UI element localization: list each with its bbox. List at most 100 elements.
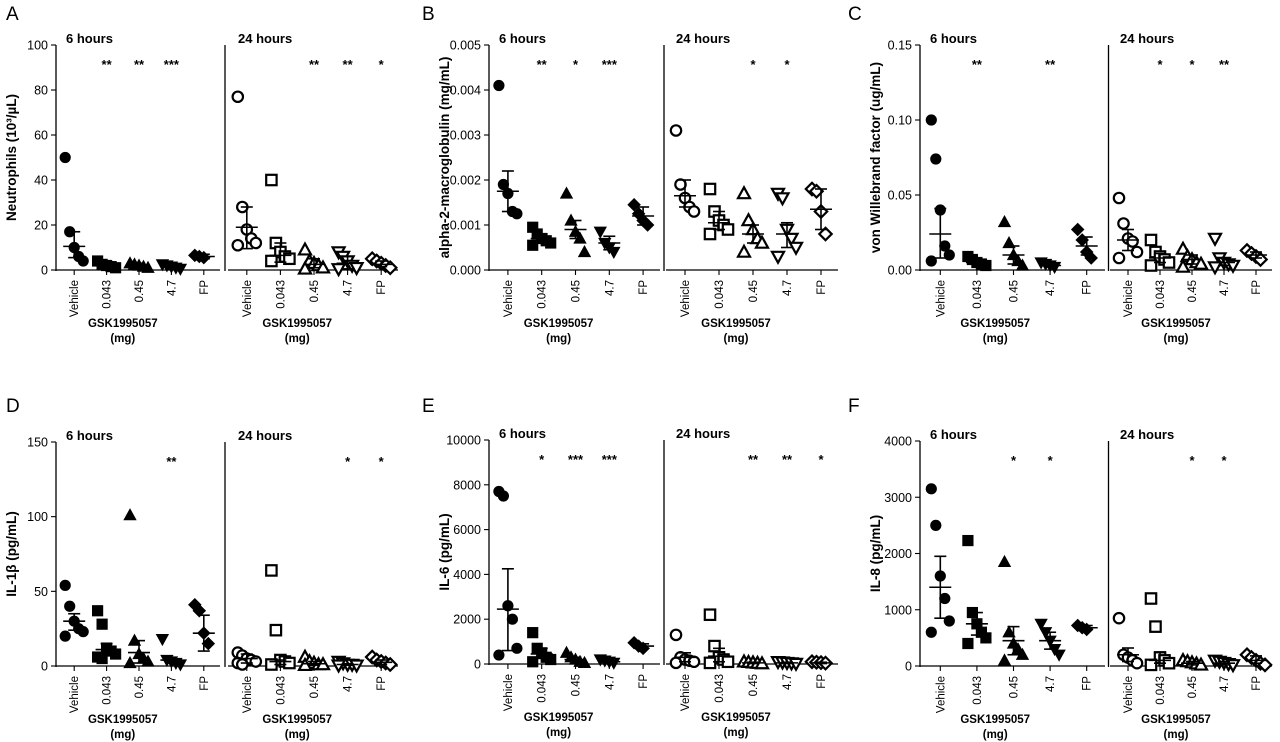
data-point	[283, 656, 296, 670]
category-label: FP	[816, 674, 828, 689]
data-point	[265, 173, 278, 187]
category-label: Vehicle	[503, 280, 515, 317]
y-tick-label: 0.10	[888, 114, 912, 128]
data-point	[980, 259, 992, 272]
y-tick-label: 0.004	[450, 84, 481, 98]
category-label: Vehicle	[242, 280, 254, 317]
significance-label: *	[573, 57, 579, 72]
significance-label: *	[818, 452, 824, 467]
category-label: 0.45	[748, 280, 760, 302]
data-point	[236, 658, 249, 671]
category-label: 0.043	[102, 280, 114, 309]
panel-letter: E	[422, 396, 435, 417]
category-label: 0.45	[134, 676, 146, 698]
data-point	[770, 250, 786, 265]
category-label: 4.7	[1219, 676, 1231, 692]
category-label: FP	[199, 676, 211, 691]
data-point	[1112, 611, 1126, 625]
category-label: FP	[199, 280, 211, 295]
y-tick-label: 3000	[884, 491, 912, 505]
y-tick-label: 0	[41, 660, 48, 674]
data-point	[1144, 259, 1158, 272]
significance-label: **	[102, 57, 113, 72]
data-point	[92, 605, 104, 617]
data-point	[577, 244, 592, 258]
data-point	[669, 124, 683, 137]
category-label: Vehicle	[1123, 280, 1135, 317]
data-point	[939, 592, 951, 605]
y-tick-label: 0	[474, 658, 481, 672]
category-label: 4.7	[166, 676, 178, 692]
time-label: 6 hours	[930, 427, 977, 442]
time-label: 6 hours	[499, 426, 546, 441]
significance-label: *	[1221, 453, 1227, 468]
y-tick-label: 150	[27, 436, 48, 450]
group-xlabel: GSK1995057	[88, 318, 158, 330]
data-point	[96, 652, 108, 665]
y-tick-label: 0.001	[450, 219, 481, 233]
category-label: 0.043	[714, 280, 726, 309]
significance-label: **	[343, 57, 354, 72]
y-axis-title: alpha-2-macroglobulin (mg/mL)	[437, 57, 452, 259]
category-label: 0.043	[1155, 280, 1167, 309]
y-axis-title: von Willebrand factor (ug/mL)	[868, 62, 883, 253]
time-label: 6 hours	[66, 31, 113, 46]
category-label: FP	[1082, 676, 1094, 691]
data-point	[1144, 658, 1158, 672]
category-label: 4.7	[604, 280, 616, 296]
panel-e: E 0 2000 4000 6000 8000 10000 IL-6 (pg/mL) 6 hou…	[422, 396, 838, 739]
y-tick-label: 2000	[453, 613, 481, 627]
panel-c: C 0.00 0.05 0.10 0.15 von Willebrand factor (…	[848, 4, 1272, 345]
data-point	[231, 90, 245, 104]
data-point	[493, 649, 505, 661]
group-unit: (mg)	[983, 729, 1008, 741]
y-tick-label: 10000	[446, 434, 481, 448]
significance-label: *	[379, 454, 385, 469]
category-label: FP	[1251, 676, 1263, 691]
category-label: 4.7	[1045, 676, 1057, 692]
group-unit: (mg)	[1164, 729, 1189, 741]
time-label: 24 hours	[1120, 31, 1174, 46]
data-point	[77, 255, 89, 267]
significance-label: ***	[164, 57, 180, 72]
y-tick-label: 1000	[884, 603, 912, 617]
data-point	[1002, 235, 1016, 249]
significance-label: ***	[602, 57, 618, 72]
y-tick-label: 0.00	[888, 264, 912, 278]
data-point	[1117, 217, 1130, 230]
data-point	[110, 262, 122, 274]
y-tick-label: 0.002	[450, 174, 481, 188]
data-point	[265, 564, 278, 577]
group-xlabel: GSK1995057	[1141, 714, 1211, 726]
data-point	[962, 637, 974, 650]
data-point	[1207, 232, 1223, 247]
data-point	[669, 628, 683, 642]
category-label: 0.45	[309, 280, 321, 302]
time-label: 24 hours	[676, 426, 730, 441]
significance-label: **	[972, 57, 983, 72]
data-point	[1144, 233, 1158, 247]
panel-letter: C	[848, 4, 862, 25]
y-tick-label: 4000	[884, 435, 912, 449]
y-tick-label: 0.003	[450, 129, 481, 143]
data-point	[774, 192, 791, 207]
data-point	[527, 627, 539, 639]
category-label: FP	[1082, 280, 1094, 295]
category-label: 4.7	[782, 280, 794, 296]
category-label: 0.043	[1155, 676, 1167, 705]
significance-label: **	[1045, 57, 1056, 72]
data-point	[1070, 222, 1085, 237]
category-label: 0.45	[1187, 676, 1199, 698]
category-label: Vehicle	[503, 674, 515, 711]
category-label: FP	[1251, 280, 1263, 295]
significance-label: **	[1219, 57, 1230, 72]
data-point	[527, 656, 539, 668]
y-tick-label: 0	[905, 660, 912, 674]
group-xlabel: GSK1995057	[524, 318, 594, 330]
data-point	[930, 519, 942, 531]
data-point	[64, 600, 76, 612]
time-label: 24 hours	[1120, 427, 1174, 442]
data-point	[511, 208, 523, 220]
category-label: 0.45	[134, 280, 146, 302]
category-label: 0.043	[714, 674, 726, 703]
